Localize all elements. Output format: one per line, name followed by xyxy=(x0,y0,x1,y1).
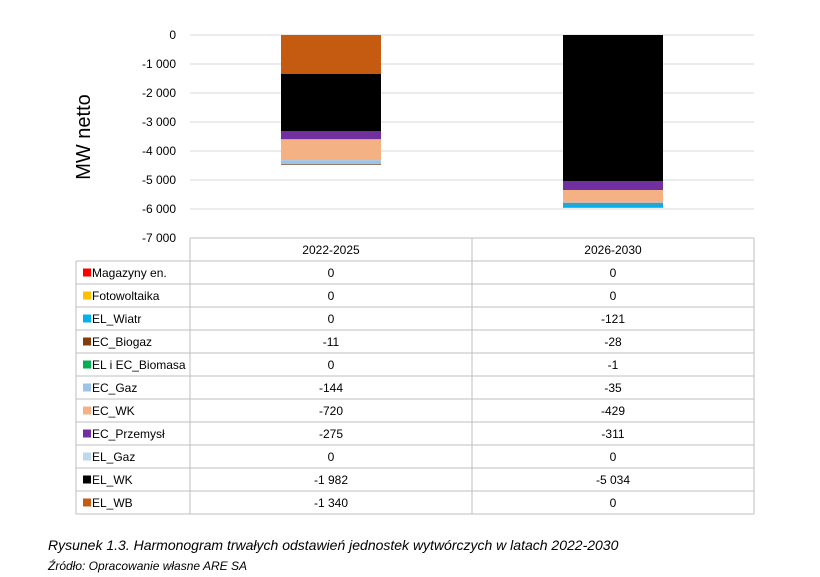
legend-series-name: EL_Gaz xyxy=(92,450,135,464)
data-label: -5 034 xyxy=(596,473,630,487)
legend-series-name: EL i EC_Biomasa xyxy=(92,358,186,372)
y-tick-label: -5 000 xyxy=(142,173,176,187)
y-tick-label: -7 000 xyxy=(142,231,176,245)
y-tick-label: -6 000 xyxy=(142,202,176,216)
figure-caption: Rysunek 1.3. Harmonogram trwałych odstaw… xyxy=(48,537,619,553)
data-label: -121 xyxy=(601,312,625,326)
data-label: 0 xyxy=(328,266,335,280)
data-label: 0 xyxy=(610,266,617,280)
legend-swatch xyxy=(83,337,91,346)
bar-segment xyxy=(563,190,663,203)
bar-segment xyxy=(563,203,663,205)
legend-swatch xyxy=(83,268,91,277)
bar-segment xyxy=(281,73,381,132)
stacked-bars xyxy=(281,35,663,208)
data-label: -429 xyxy=(601,404,625,418)
legend-series-name: EC_Biogaz xyxy=(92,335,152,349)
data-label: 0 xyxy=(328,289,335,303)
y-tick-label: -3 000 xyxy=(142,115,176,129)
legend-series-name: EL_Wiatr xyxy=(92,312,141,326)
y-tick-label: 0 xyxy=(169,28,176,42)
legend-swatch xyxy=(83,429,91,438)
data-label: -311 xyxy=(601,427,624,441)
data-label: -144 xyxy=(319,381,343,395)
bar-segment xyxy=(281,164,381,165)
data-label: -1 340 xyxy=(314,496,348,510)
legend-swatch xyxy=(83,314,91,323)
x-category-label: 2022-2025 xyxy=(302,243,360,257)
legend-series-name: EC_WK xyxy=(92,404,135,418)
data-label: 0 xyxy=(610,496,617,510)
legend-swatch xyxy=(83,452,91,461)
legend-swatch xyxy=(83,406,91,415)
legend-swatch xyxy=(83,498,91,507)
y-axis-ticks: 0 -1 000 -2 000 -3 000 -4 000 -5 000 -6 000 -7 … xyxy=(142,28,176,245)
legend-series-name: EC_Gaz xyxy=(92,381,137,395)
data-label: -1 xyxy=(608,358,619,372)
data-label: 0 xyxy=(610,450,617,464)
bar-segment xyxy=(563,202,663,204)
legend-swatch xyxy=(83,475,91,484)
data-label: 0 xyxy=(328,358,335,372)
bar-segment xyxy=(281,35,381,74)
legend-series-name: EL_WK xyxy=(92,473,133,487)
y-tick-label: -2 000 xyxy=(142,86,176,100)
figure-source: Źródło: Opracowanie własne ARE SA xyxy=(48,559,247,573)
bar-segment xyxy=(563,204,663,208)
data-label: 0 xyxy=(328,312,335,326)
data-table: 2022-2025 2026-2030 Magazyny en. 0 0 Fotowolt… xyxy=(75,237,755,515)
y-tick-label: -4 000 xyxy=(142,144,176,158)
legend-swatch xyxy=(83,383,91,392)
y-tick-label: -1 000 xyxy=(142,57,176,71)
bar-segment xyxy=(563,180,663,191)
legend-series-name: EC_Przemysł xyxy=(92,427,165,441)
data-label: -28 xyxy=(604,335,622,349)
bar-segment xyxy=(281,160,381,165)
bar-segment xyxy=(281,139,381,161)
x-category-label: 2026-2030 xyxy=(584,243,642,257)
bar-segment xyxy=(281,131,381,140)
data-label: -11 xyxy=(323,335,340,349)
y-axis-label: MW netto xyxy=(73,94,95,180)
legend-series-name: Magazyny en. xyxy=(92,266,167,280)
data-label: -1 982 xyxy=(314,473,348,487)
data-label: -275 xyxy=(319,427,343,441)
data-label: -720 xyxy=(319,404,343,418)
legend-swatch xyxy=(83,360,91,369)
gridlines xyxy=(190,34,754,210)
legend-swatch xyxy=(83,291,91,300)
data-label: 0 xyxy=(328,450,335,464)
legend-series-name: Fotowoltaika xyxy=(92,289,160,303)
legend-series-name: EL_WB xyxy=(92,496,133,510)
data-label: 0 xyxy=(610,289,617,303)
bar-segment xyxy=(563,35,663,181)
data-label: -35 xyxy=(604,381,622,395)
